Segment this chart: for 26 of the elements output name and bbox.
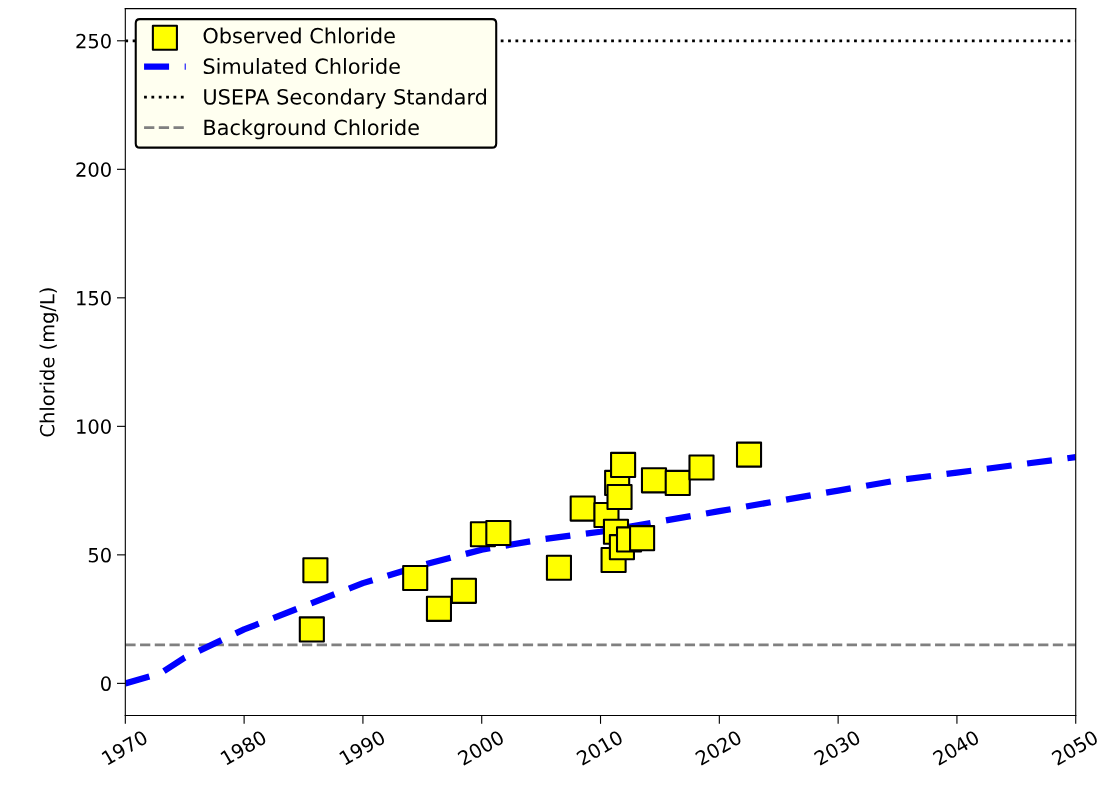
y-tick-label: 100 — [77, 419, 111, 435]
point — [735, 441, 763, 468]
legend-label: USEPA Secondary Standard — [204, 88, 486, 109]
y-tick-label: 150 — [77, 290, 111, 306]
point — [402, 564, 429, 592]
legend-label: Observed Chloride — [203, 27, 395, 44]
y-tick-label: 50 — [88, 547, 111, 563]
point — [664, 469, 691, 496]
point — [485, 519, 512, 547]
point — [545, 554, 573, 581]
point — [610, 451, 637, 478]
point — [640, 467, 668, 494]
legend-label: Background Chloride — [204, 119, 419, 140]
point — [629, 525, 656, 552]
point — [425, 595, 453, 622]
point — [450, 577, 477, 604]
point — [298, 616, 325, 643]
y-tick-label: 250 — [76, 33, 111, 49]
y-tick-label: 0 — [101, 676, 111, 692]
y-axis-title: Chloride (mg/L) — [39, 288, 59, 437]
y-tick-label: 200 — [76, 162, 111, 177]
point — [606, 483, 633, 511]
legend-label: Simulated Chloride — [203, 58, 400, 75]
point — [302, 557, 329, 584]
point — [569, 495, 596, 522]
point — [688, 454, 715, 481]
